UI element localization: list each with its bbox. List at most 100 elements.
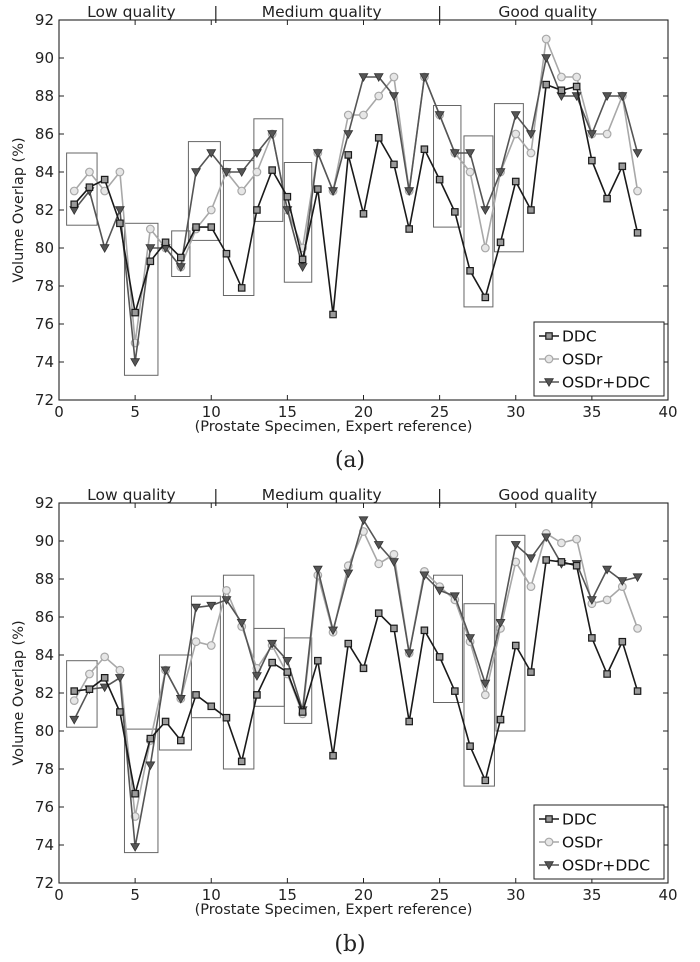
data-point xyxy=(388,92,399,102)
x-tick-label: 30 xyxy=(506,403,525,421)
data-point xyxy=(390,624,398,633)
data-point xyxy=(633,687,642,695)
data-point xyxy=(434,586,445,596)
data-point xyxy=(404,187,415,197)
data-point xyxy=(557,72,566,82)
data-point xyxy=(160,666,171,676)
data-point xyxy=(161,238,170,247)
chart-panel-b: 72 74 76 78 80 82 84 86 88 90 92 0 5 10 15 20 25 30 35 40 (P… xyxy=(11,486,678,918)
legend-marker xyxy=(544,378,554,388)
data-point xyxy=(100,175,109,184)
data-point xyxy=(175,263,186,273)
data-point xyxy=(99,683,110,693)
data-point xyxy=(130,843,141,852)
data-point xyxy=(511,129,521,139)
data-point xyxy=(557,86,566,95)
highlight-box xyxy=(66,660,98,728)
data-point xyxy=(283,192,292,201)
data-point xyxy=(586,130,597,140)
data-point xyxy=(572,561,581,570)
data-point xyxy=(282,657,293,666)
data-point xyxy=(312,565,323,575)
series-osdr xyxy=(69,527,642,821)
data-point xyxy=(343,130,354,140)
data-point xyxy=(420,626,429,635)
x-axis-label: (Prostate Specimen, Expert reference) xyxy=(195,902,473,918)
data-point xyxy=(344,639,353,648)
x-tick-label: 40 xyxy=(658,403,677,421)
x-axis-label: (Prostate Specimen, Expert reference) xyxy=(195,419,473,435)
x-tick-label: 35 xyxy=(582,886,601,904)
data-point xyxy=(510,111,521,121)
x-tick-label: 10 xyxy=(202,886,221,904)
x-tick-label: 0 xyxy=(54,403,64,421)
data-point xyxy=(632,149,643,159)
data-point xyxy=(69,715,80,725)
data-point xyxy=(114,674,125,683)
data-point xyxy=(283,668,292,676)
data-point xyxy=(191,168,202,178)
legend-marker xyxy=(544,861,554,871)
data-point xyxy=(358,73,369,83)
data-point xyxy=(99,244,110,254)
data-point xyxy=(267,130,278,140)
legend-entry: OSDr xyxy=(562,834,603,852)
x-tick-label: 10 xyxy=(202,403,221,421)
data-point xyxy=(206,641,216,650)
highlight-box xyxy=(283,162,313,283)
data-point xyxy=(617,92,628,102)
data-point xyxy=(419,73,430,83)
y-axis-label: Volume Overlap (%) xyxy=(11,620,27,765)
data-point xyxy=(207,223,216,231)
data-point xyxy=(298,708,307,716)
data-point xyxy=(465,634,476,643)
data-point xyxy=(557,538,566,548)
data-point xyxy=(145,761,156,771)
data-point xyxy=(572,534,582,544)
data-point xyxy=(145,224,155,234)
data-point xyxy=(253,206,261,214)
highlight-box xyxy=(222,574,255,770)
legend-entry: OSDr+DDC xyxy=(562,857,650,875)
section-label: Good quality xyxy=(498,486,597,504)
data-point xyxy=(221,596,232,605)
data-point xyxy=(480,679,491,689)
data-point xyxy=(328,626,339,636)
data-point xyxy=(359,664,368,673)
highlight-box xyxy=(433,574,463,704)
data-point xyxy=(419,571,430,581)
data-point xyxy=(374,559,384,569)
data-point xyxy=(358,516,369,526)
data-point xyxy=(633,186,642,196)
chart-panel-a: 72 74 76 78 80 82 84 86 88 90 92 0 5 10 15 20 25 30 35 40 (P… xyxy=(11,3,678,435)
data-point xyxy=(314,656,322,665)
y-tick-label: 76 xyxy=(35,798,54,816)
highlight-box xyxy=(190,595,221,719)
data-point xyxy=(588,634,596,642)
data-point xyxy=(253,691,261,699)
section-label: Low quality xyxy=(87,3,175,21)
legend-entry: DDC xyxy=(562,328,597,346)
data-point xyxy=(85,685,94,694)
data-point xyxy=(449,149,460,159)
series-osdr-ddc xyxy=(69,516,643,852)
x-tick-label: 25 xyxy=(430,403,449,421)
data-point xyxy=(541,54,552,64)
data-point xyxy=(390,160,398,169)
data-point xyxy=(251,149,262,159)
data-point xyxy=(343,569,354,579)
data-point xyxy=(511,177,520,186)
data-point xyxy=(465,167,475,177)
data-point xyxy=(131,789,139,798)
highlight-box xyxy=(171,230,191,277)
section-label: Medium quality xyxy=(262,486,382,504)
x-tick-label: 5 xyxy=(130,886,140,904)
highlight-box xyxy=(495,534,526,732)
data-point xyxy=(572,82,581,91)
data-point xyxy=(85,183,94,192)
highlight-box xyxy=(463,603,495,787)
data-point xyxy=(252,167,262,177)
data-point xyxy=(466,267,474,275)
x-tick-label: 20 xyxy=(354,403,373,421)
data-point xyxy=(586,596,597,605)
